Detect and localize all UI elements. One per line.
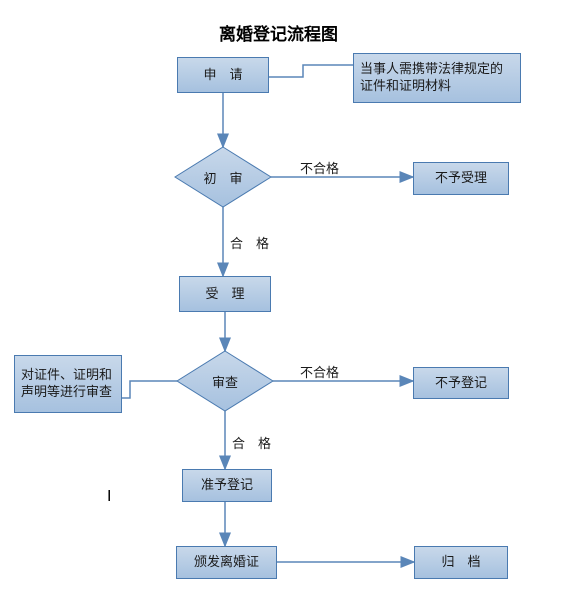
edge-note2-review [122, 381, 177, 398]
node-archive: 归 档 [414, 546, 508, 579]
node-prelim-label-wrap: 初 审 [175, 147, 271, 207]
edge-label-prelim-accept: 合 格 [230, 233, 269, 252]
edge-apply-note1 [269, 65, 353, 77]
node-review-label-wrap: 审查 [177, 351, 273, 411]
node-label: 不予登记 [435, 375, 487, 392]
node-note2: 对证件、证明和声明等进行审查 [14, 355, 122, 413]
node-label: 审查 [212, 372, 238, 391]
node-label: 颁发离婚证 [194, 554, 259, 571]
node-reject1: 不予受理 [413, 162, 509, 195]
node-note1: 当事人需携带法律规定的证件和证明材料 [353, 53, 521, 103]
node-label: 申 请 [203, 67, 242, 84]
node-label: 初 审 [203, 168, 242, 187]
node-issue: 颁发离婚证 [176, 546, 277, 579]
node-reject2: 不予登记 [413, 367, 509, 399]
node-label: 受 理 [205, 286, 244, 303]
node-label: 归 档 [441, 554, 480, 571]
edge-label-prelim-reject1: 不合格 [300, 158, 339, 177]
node-apply: 申 请 [177, 57, 269, 93]
node-label: 对证件、证明和声明等进行审查 [21, 367, 115, 401]
edge-label-review-approve: 合 格 [232, 433, 271, 452]
node-label: 当事人需携带法律规定的证件和证明材料 [360, 61, 514, 95]
node-label: 不予受理 [435, 170, 487, 187]
page-title: 离婚登记流程图 [219, 20, 338, 45]
node-label: 准予登记 [201, 477, 253, 494]
node-accept: 受 理 [179, 276, 271, 312]
node-approve: 准予登记 [182, 469, 272, 502]
text-cursor-artifact: I [107, 488, 111, 506]
edge-label-review-reject2: 不合格 [300, 362, 339, 381]
